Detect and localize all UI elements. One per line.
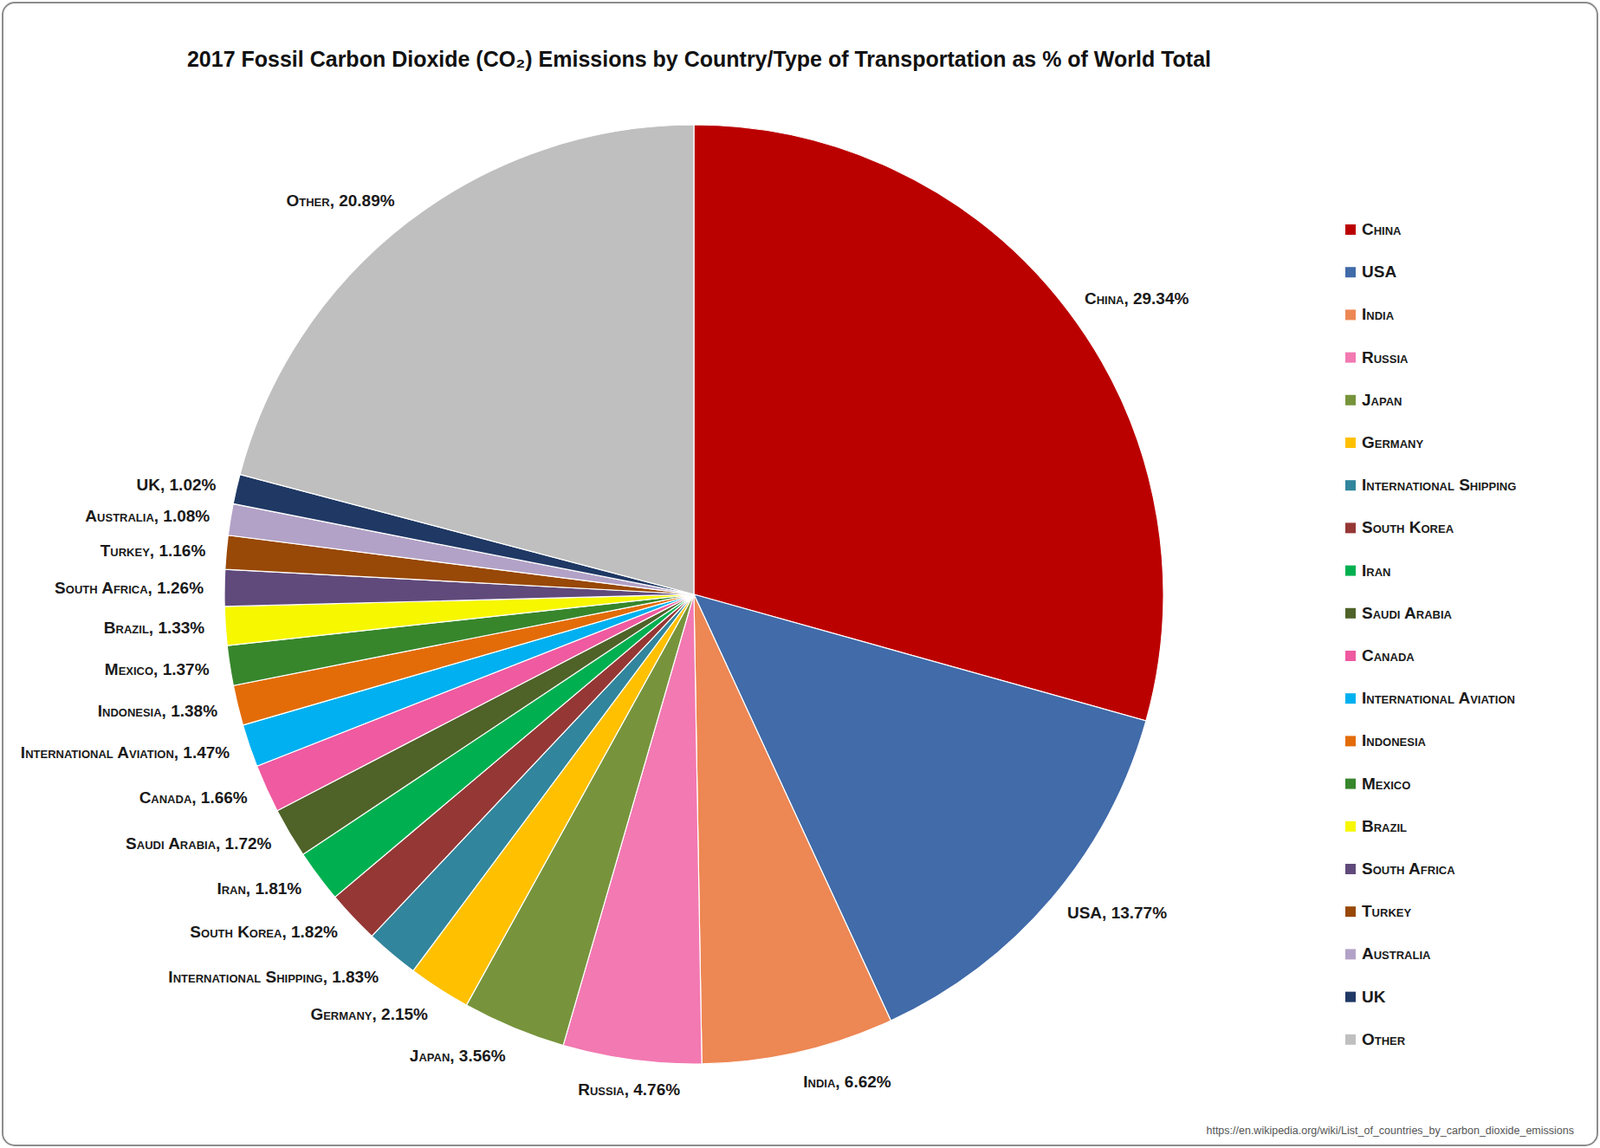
legend-swatch (1345, 352, 1356, 363)
legend-swatch (1345, 948, 1356, 959)
data-label: Canada, 1.66% (139, 788, 248, 807)
legend-label: Mexico (1361, 774, 1411, 793)
data-label: Mexico, 1.37% (104, 660, 210, 679)
legend-label: Russia (1361, 348, 1409, 367)
data-label: Russia, 4.76% (577, 1080, 681, 1099)
data-label: India, 6.62% (803, 1072, 892, 1091)
slice (239, 124, 694, 595)
legend-label: Japan (1361, 390, 1402, 409)
slices (224, 124, 1164, 1064)
legend-label: UK (1361, 987, 1387, 1006)
legend-swatch (1345, 906, 1356, 917)
legend-label: Germany (1361, 433, 1424, 452)
data-label: International Aviation, 1.47% (20, 743, 230, 762)
legend-swatch (1345, 991, 1356, 1003)
legend-label: Brazil (1361, 816, 1407, 836)
data-label: Saudi Arabia, 1.72% (125, 834, 272, 853)
data-label: China, 29.34% (1084, 289, 1190, 308)
legend-swatch (1345, 778, 1356, 790)
data-label: South Korea, 1.82% (189, 922, 338, 941)
data-label: Germany, 2.15% (310, 1004, 428, 1024)
legend-swatch (1345, 650, 1356, 661)
legend-swatch (1345, 1034, 1356, 1045)
legend-swatch (1345, 395, 1356, 406)
legend-label: Iran (1361, 561, 1391, 580)
legend-label: USA (1361, 262, 1397, 281)
slice (693, 594, 891, 1064)
legend-swatch (1345, 863, 1356, 875)
legend-label: South Africa (1361, 859, 1456, 878)
data-label: Japan, 3.56% (409, 1046, 506, 1065)
legend-label: Canada (1361, 646, 1415, 665)
data-label: Turkey, 1.16% (100, 541, 207, 560)
legend-swatch (1345, 693, 1356, 704)
legend-swatch (1345, 821, 1356, 832)
title: 2017 Fossil Carbon Dioxide (CO₂) Emissio… (187, 46, 1212, 72)
data-label: USA, 13.77% (1067, 903, 1167, 922)
legend-label: Australia (1361, 944, 1432, 963)
data-label: International Shipping, 1.83% (168, 967, 379, 986)
legend-swatch (1345, 565, 1356, 577)
data-label: South Africa, 1.26% (54, 578, 204, 597)
data-label: Iran, 1.81% (216, 879, 302, 898)
data-labels: China, 29.34% USA, 13.77% India, 6.62% Russ… (20, 191, 1190, 1099)
legend-swatch (1345, 608, 1356, 619)
legend-swatch (1345, 224, 1356, 235)
data-label: Brazil, 1.33% (103, 618, 206, 637)
legend-swatch (1345, 479, 1356, 491)
legend: China USA India Russia Japan Germany Internati… (1345, 220, 1516, 1049)
data-label: Indonesia, 1.38% (97, 701, 218, 720)
legend-label: South Korea (1361, 518, 1455, 537)
legend-label: China (1361, 220, 1402, 239)
legend-label: Indonesia (1361, 731, 1427, 750)
legend-swatch (1345, 437, 1356, 448)
legend-label: India (1361, 304, 1395, 324)
legend-label: Saudi Arabia (1361, 603, 1453, 622)
legend-label: Other (1361, 1029, 1406, 1049)
frame (2, 2, 1598, 1146)
data-label: Australia, 1.08% (84, 506, 210, 525)
legend-swatch (1345, 522, 1356, 533)
data-label: Other, 20.89% (285, 191, 395, 210)
legend-label: Turkey (1361, 901, 1412, 920)
legend-label: International Aviation (1361, 688, 1516, 707)
legend-swatch (1345, 266, 1356, 278)
legend-label: International Shipping (1361, 475, 1516, 494)
data-label: UK, 1.02% (136, 475, 217, 494)
chart: 2017 Fossil Carbon Dioxide (CO₂) Emissio… (0, 0, 1600, 1148)
legend-swatch (1345, 309, 1356, 320)
legend-swatch (1345, 735, 1356, 746)
source-note: https://en.wikipedia.org/wiki/List_of_co… (1205, 1124, 1575, 1137)
